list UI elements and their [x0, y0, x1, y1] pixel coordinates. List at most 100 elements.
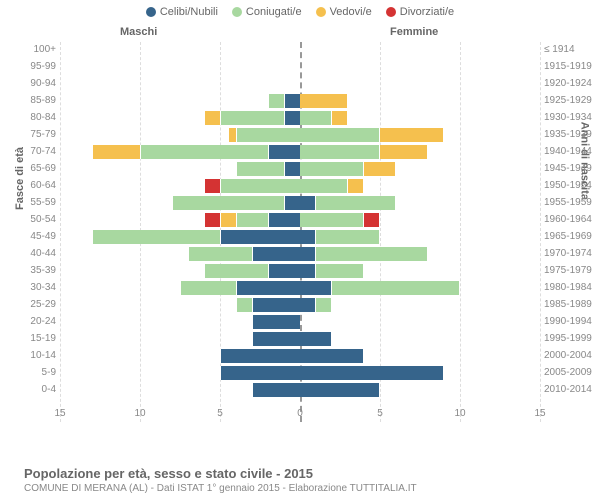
age-row: 90-941920-1924: [60, 76, 540, 93]
female-bar: [300, 366, 444, 380]
bar-segment-single: [300, 349, 364, 363]
birth-label: 1935-1939: [544, 129, 598, 140]
bar-segment-single: [300, 247, 316, 261]
birth-label: 2010-2014: [544, 384, 598, 395]
female-bar: [300, 383, 380, 397]
male-bar: [172, 196, 300, 210]
x-tick: 10: [454, 408, 465, 419]
age-row: 80-841930-1934: [60, 110, 540, 127]
age-row: 20-241990-1994: [60, 314, 540, 331]
male-bar: [228, 128, 300, 142]
age-label: 65-69: [20, 163, 56, 174]
bar-segment-single: [252, 247, 300, 261]
grid-line: [540, 42, 541, 422]
footer: Popolazione per età, sesso e stato civil…: [24, 466, 576, 494]
chart-title: Popolazione per età, sesso e stato civil…: [24, 466, 576, 481]
bar-segment-single: [268, 213, 300, 227]
age-row: 55-591955-1959: [60, 195, 540, 212]
bar-segment-single: [268, 264, 300, 278]
age-label: 95-99: [20, 61, 56, 72]
female-bar: [300, 264, 364, 278]
bar-segment-married: [268, 94, 284, 108]
age-label: 55-59: [20, 197, 56, 208]
bar-segment-single: [252, 298, 300, 312]
birth-label: 1920-1924: [544, 78, 598, 89]
male-bar: [204, 264, 300, 278]
birth-label: ≤ 1914: [544, 44, 598, 55]
bar-segment-single: [284, 94, 300, 108]
age-label: 60-64: [20, 180, 56, 191]
birth-label: 1980-1984: [544, 282, 598, 293]
bar-segment-married: [316, 264, 364, 278]
birth-label: 1995-1999: [544, 333, 598, 344]
bar-segment-widowed: [92, 145, 140, 159]
bar-segment-married: [316, 196, 396, 210]
x-axis: 15105051015: [60, 408, 540, 426]
age-row: 35-391975-1979: [60, 263, 540, 280]
age-row: 45-491965-1969: [60, 229, 540, 246]
x-tick: 15: [54, 408, 65, 419]
female-bar: [300, 247, 428, 261]
age-label: 100+: [20, 44, 56, 55]
birth-label: 2000-2004: [544, 350, 598, 361]
male-bar: [92, 230, 300, 244]
bar-segment-single: [300, 281, 332, 295]
birth-label: 2005-2009: [544, 367, 598, 378]
female-bar: [300, 179, 364, 193]
bar-segment-single: [284, 162, 300, 176]
bar-segment-married: [236, 298, 252, 312]
male-bar: [204, 179, 300, 193]
x-tick: 0: [297, 408, 303, 419]
age-row: 25-291985-1989: [60, 297, 540, 314]
legend-swatch: [386, 7, 396, 17]
birth-label: 1965-1969: [544, 231, 598, 242]
bar-segment-married: [316, 298, 332, 312]
bar-segment-widowed: [204, 111, 220, 125]
bar-segment-widowed: [300, 94, 348, 108]
bar-segment-married: [236, 162, 284, 176]
female-bar: [300, 213, 380, 227]
age-row: 70-741940-1944: [60, 144, 540, 161]
age-label: 5-9: [20, 367, 56, 378]
bar-segment-single: [284, 111, 300, 125]
birth-label: 1960-1964: [544, 214, 598, 225]
x-tick: 15: [534, 408, 545, 419]
bar-segment-single: [220, 349, 300, 363]
age-row: 60-641950-1954: [60, 178, 540, 195]
bar-segment-married: [300, 111, 332, 125]
x-tick: 10: [134, 408, 145, 419]
bar-segment-married: [92, 230, 220, 244]
legend-item: Coniugati/e: [232, 6, 302, 18]
birth-label: 1925-1929: [544, 95, 598, 106]
age-row: 10-142000-2004: [60, 348, 540, 365]
age-label: 30-34: [20, 282, 56, 293]
bar-segment-single: [252, 383, 300, 397]
male-bar: [92, 145, 300, 159]
bar-segment-married: [300, 179, 348, 193]
bar-segment-married: [300, 128, 380, 142]
age-label: 20-24: [20, 316, 56, 327]
legend-swatch: [146, 7, 156, 17]
bar-segment-married: [220, 179, 300, 193]
bar-segment-married: [236, 128, 300, 142]
bar-segment-single: [284, 196, 300, 210]
female-bar: [300, 111, 348, 125]
legend-item: Divorziati/e: [386, 6, 454, 18]
bar-segment-widowed: [332, 111, 348, 125]
age-label: 10-14: [20, 350, 56, 361]
birth-label: 1985-1989: [544, 299, 598, 310]
bar-segment-single: [252, 315, 300, 329]
age-label: 35-39: [20, 265, 56, 276]
bar-segment-married: [316, 247, 428, 261]
birth-label: 1915-1919: [544, 61, 598, 72]
male-bar: [252, 332, 300, 346]
bar-segment-married: [180, 281, 236, 295]
female-bar: [300, 332, 332, 346]
age-row: 15-191995-1999: [60, 331, 540, 348]
age-label: 45-49: [20, 231, 56, 242]
bar-segment-single: [252, 332, 300, 346]
bar-segment-married: [300, 145, 380, 159]
bar-segment-widowed: [380, 145, 428, 159]
bar-segment-married: [332, 281, 460, 295]
birth-label: 1975-1979: [544, 265, 598, 276]
